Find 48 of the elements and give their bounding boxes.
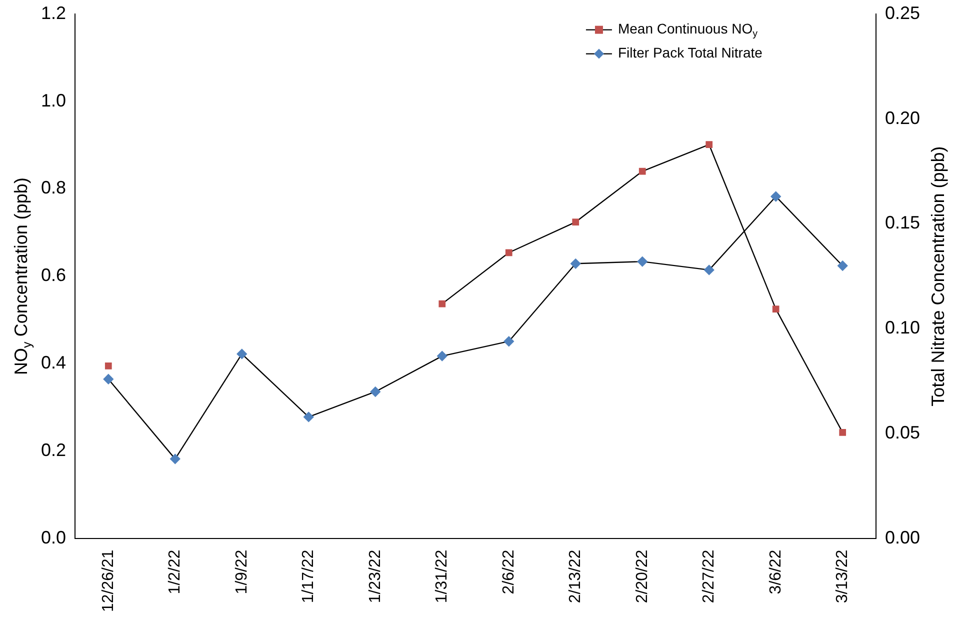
y2-axis-title: Total Nitrate Concentration (ppb) [928,146,948,406]
point [638,168,646,175]
point [839,428,846,436]
x-tick-label: 2/27/22 [700,550,718,604]
point [504,336,514,346]
y-tick-label: 0.0 [40,528,66,548]
point [505,249,512,256]
x-tick-label: 2/6/22 [500,550,518,594]
x-tick-label: 1/2/22 [166,550,184,594]
point [772,306,780,312]
point [706,141,713,148]
x-tick-label: 1/31/22 [434,550,451,604]
y-tick-label: 1.0 [40,90,66,110]
point [370,386,380,397]
point [304,412,314,422]
x-tick-label: 2/13/22 [567,550,584,604]
point [570,258,581,269]
point [438,300,446,308]
point [637,256,648,267]
x-tick-label: 1/23/22 [366,550,384,604]
y-tick-label: 0.2 [40,440,66,460]
y-tick-label: 0.6 [40,265,66,286]
y-axis-title: NOy Concentration (ppb) [10,178,34,375]
y-tick-label: 0.8 [40,178,66,198]
point [437,350,448,362]
y-tick-label: 1.2 [40,2,66,23]
x-tick-label: 2/20/22 [634,550,651,604]
x-tick-label: 1/9/22 [233,550,250,594]
x-tick-label: 1/17/22 [300,550,318,604]
point [103,374,114,384]
y2-tick-label: 0.15 [884,212,920,233]
point [170,454,180,464]
point [770,191,781,202]
y2-tick-label: 0.25 [884,2,920,23]
y-tick-label: 0.4 [40,352,66,373]
point [704,264,714,276]
legend-label: Filter Pack Total Nitrate [618,44,763,61]
point [104,362,112,370]
point [572,218,580,226]
x-tick-label: 12/26/21 [100,550,117,612]
point [236,348,247,360]
x-tick-label: 3/6/22 [767,550,784,594]
y2-tick-label: 0.05 [884,422,920,443]
x-tick-label: 3/13/22 [834,550,851,604]
y2-tick-label: 0.10 [884,318,920,338]
y2-tick-label: 0.00 [884,528,920,548]
y2-tick-label: 0.20 [884,108,920,128]
point [837,260,848,271]
